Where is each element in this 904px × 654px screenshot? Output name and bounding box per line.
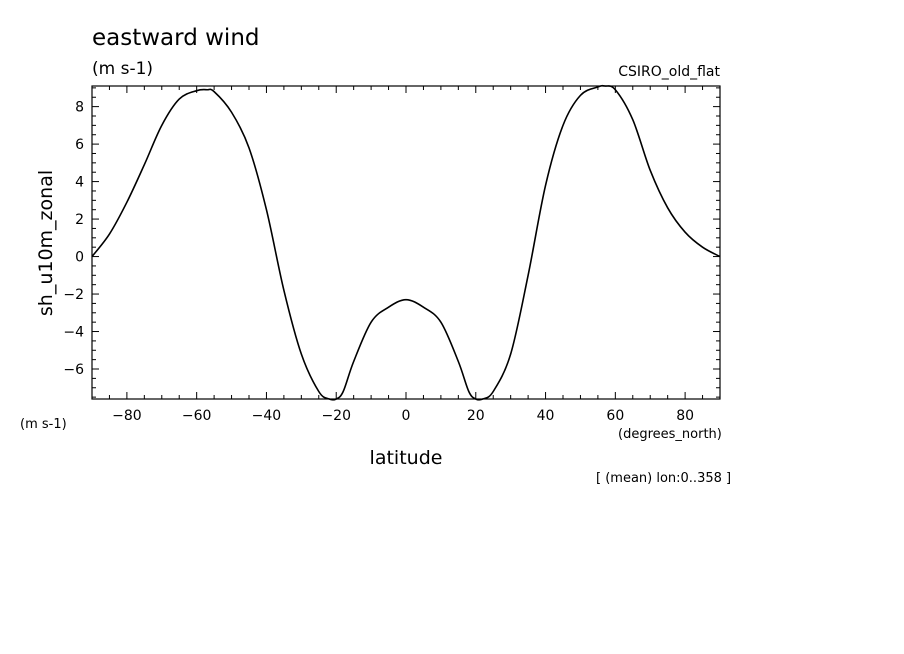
x-tick-label: 0 [402,408,411,424]
plot-frame [91,85,721,400]
x-tick-label: −60 [182,408,212,424]
y-tick-label: −2 [63,287,84,303]
footnote: [ (mean) lon:0..358 ] [596,471,731,486]
x-tick-label: −20 [321,408,351,424]
x-tick-label: −40 [252,408,282,424]
x-axis-label: latitude [370,447,443,469]
y-tick-label: 4 [75,175,84,191]
y-tick-labels: −6 −4 −2 0 2 4 6 8 [63,100,84,378]
y-units-label: (m s-1) [20,417,67,432]
chart-title: eastward wind [92,25,260,51]
x-tick-labels: −80 −60 −40 −20 0 20 40 60 80 [112,408,694,424]
x-units-label: (degrees_north) [618,427,722,442]
y-tick-label: 0 [75,250,84,266]
series-line [91,84,721,401]
x-tick-label: −80 [112,408,142,424]
y-tick-label: 6 [75,137,84,153]
model-name: CSIRO_old_flat [618,64,720,80]
y-axis-label: sh_u10m_zonal [35,170,57,316]
tick-marks [91,86,721,399]
x-tick-label: 80 [676,408,694,424]
chart-units: (m s-1) [92,59,153,79]
x-tick-label: 40 [537,408,555,424]
y-tick-label: 8 [75,100,84,116]
x-tick-label: 60 [606,408,624,424]
x-tick-label: 20 [467,408,485,424]
y-tick-label: −4 [63,325,84,341]
y-tick-label: 2 [75,212,84,228]
y-tick-label: −6 [63,362,84,378]
